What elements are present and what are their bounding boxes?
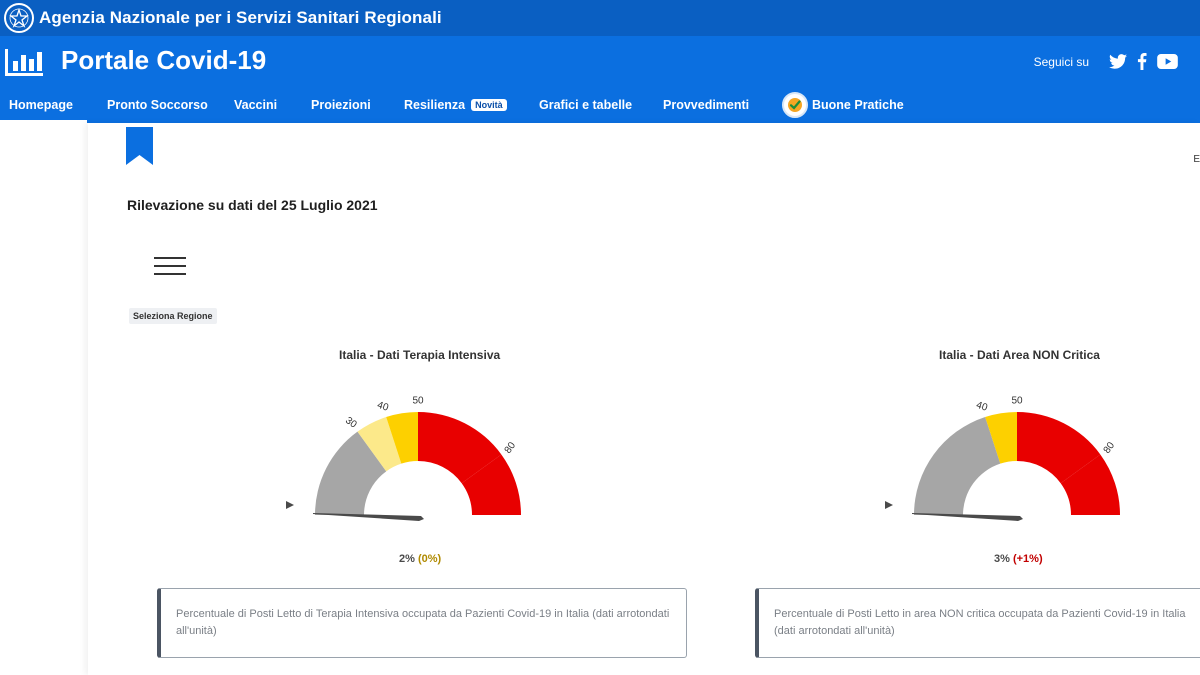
gauge-marker-arrow [286,501,294,509]
gauge-band [985,412,1017,464]
gauge-title: Italia - Dati Area NON Critica [939,348,1100,362]
nav-item-provvedimenti[interactable]: Provvedimenti [663,86,749,123]
facebook-icon[interactable] [1137,53,1147,70]
check-badge-icon [782,91,808,118]
nav-item-resilienza[interactable]: Resilienza Novità [404,86,507,123]
gauge-marker-arrow [885,501,893,509]
nav-item-label: Buone Pratiche [812,97,904,112]
nav-item-grafici-e-tabelle[interactable]: Grafici e tabelle [539,86,632,123]
bookmark-icon [126,127,153,165]
gauge-tick-label: 40 [975,400,989,414]
gauge-tick-label: 40 [376,400,390,414]
gauge-value-readout: 2% (0%) [399,553,441,565]
nav-item-label: Proiezioni [311,97,371,112]
gauge-needle [313,513,424,521]
gauge-band [461,454,521,515]
gauge-title: Italia - Dati Terapia Intensiva [339,348,501,362]
nav-item-label: Pronto Soccorso [107,97,208,112]
main-content: E Rilevazione su dati del 25 Luglio 2021… [88,123,1200,675]
gauge-band [386,412,418,464]
gauge-value-readout: 3% (+1%) [994,553,1043,565]
social-links: Seguici su [1034,53,1178,70]
gauge-tick-label: 80 [503,440,519,456]
nav-item-label: Homepage [9,97,73,112]
site-header: Portale Covid-19 Seguici su Homepage Pro… [0,36,1200,123]
nav-item-proiezioni[interactable]: Proiezioni [311,86,371,123]
nav-item-label: Grafici e tabelle [539,97,633,112]
gauge-change: (0%) [417,553,442,565]
edge-letter: E [1193,154,1200,165]
non-critical-gauge: 40 50 80 [885,396,1120,521]
icu-gauge: 30 40 50 80 [286,396,521,521]
bar-chart-icon[interactable] [2,46,44,79]
government-bar: Agenzia Nazionale per i Servizi Sanitari… [0,0,1200,36]
main-navigation: Homepage Pronto Soccorso Vaccini Proiezi… [0,86,1200,123]
gauge-band [357,417,402,472]
nav-item-label: Provvedimenti [663,97,750,112]
twitter-icon[interactable] [1109,54,1127,69]
nav-item-pronto-soccorso[interactable]: Pronto Soccorso [107,86,208,123]
nav-item-buone-pratiche[interactable]: Buone Pratiche [782,86,904,123]
gauge-value: 3% [994,553,1010,565]
portal-title[interactable]: Portale Covid-19 [61,45,267,75]
survey-date: Rilevazione su dati del 25 Luglio 2021 [127,197,378,213]
gauge-needle [912,513,1023,521]
gauge-band [1060,454,1120,515]
gauge-band [315,431,387,515]
nav-item-vaccini[interactable]: Vaccini [234,86,277,123]
gauge-tick-label: 30 [343,415,359,431]
nav-item-homepage[interactable]: Homepage [0,86,87,123]
hamburger-menu-icon[interactable] [154,257,186,277]
gauge-tick-label: 80 [1102,440,1118,456]
gauge-value: 2% [399,553,415,565]
gauge-band [914,417,1001,515]
gauge-description: Percentuale di Posti Letto di Terapia In… [157,588,687,658]
agency-title[interactable]: Agenzia Nazionale per i Servizi Sanitari… [39,8,442,27]
italian-republic-emblem-icon [4,3,34,33]
new-badge: Novità [471,98,507,111]
gauge-tick-label: 50 [1011,396,1023,407]
region-select-button[interactable]: Seleziona Regione [129,308,217,324]
gauge-change: (+1%) [1012,553,1043,565]
gauge-band [1017,412,1101,484]
gauge-tick-label: 50 [412,396,424,407]
nav-item-label: Vaccini [234,97,278,112]
youtube-icon[interactable] [1157,54,1178,69]
gauge-description: Percentuale di Posti Letto in area NON c… [755,588,1200,658]
social-label: Seguici su [1033,54,1089,69]
gauge-band [418,412,502,484]
nav-item-label: Resilienza [404,97,466,112]
